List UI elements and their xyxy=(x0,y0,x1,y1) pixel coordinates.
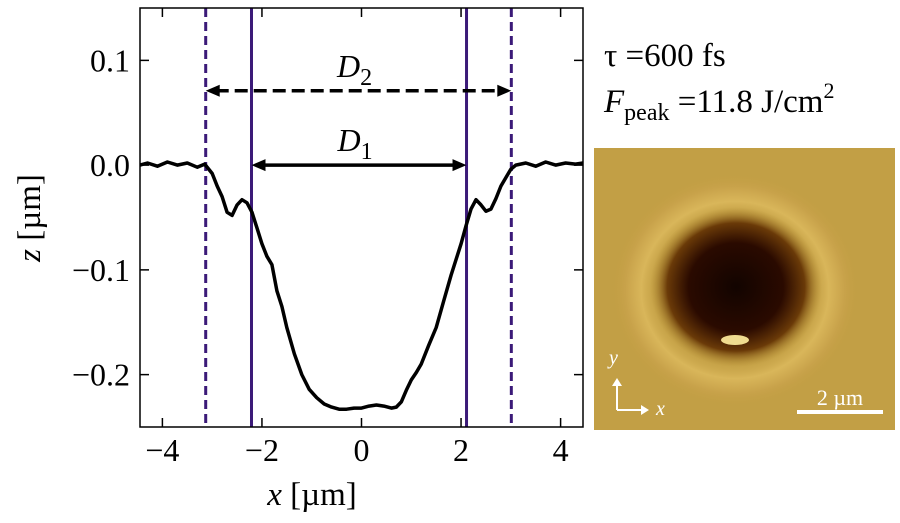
fluence-text: =11.8 J/cm xyxy=(669,84,823,120)
arrow-head xyxy=(453,159,467,171)
dimension-label: D1 xyxy=(336,122,372,165)
x-label-var: x xyxy=(266,477,282,513)
figure: y x 2 µm τ =600 fs Fpeak =11.8 J/cm2 x [… xyxy=(0,0,900,518)
y-axis-label: z [µm] xyxy=(12,174,48,263)
y-tick-label: −0.2 xyxy=(72,357,130,393)
tau-label: τ =600 fs xyxy=(604,38,726,74)
fluence-sub: peak xyxy=(624,100,669,126)
dimension-label: D2 xyxy=(336,48,372,91)
arrow-head xyxy=(206,85,220,97)
x-tick-label: 4 xyxy=(553,432,569,468)
y-label-var: z xyxy=(12,249,48,263)
x-tick-label: 2 xyxy=(453,432,469,468)
image-x-label: x xyxy=(655,398,665,420)
x-axis-label: x [µm] xyxy=(266,477,357,513)
y-label-unit: [µm] xyxy=(12,174,48,241)
y-tick-label: −0.1 xyxy=(72,252,130,288)
dimension-sub: 2 xyxy=(360,65,372,91)
dimension-sub: 1 xyxy=(361,139,373,165)
arrow-head xyxy=(497,85,511,97)
x-label-unit: [µm] xyxy=(290,477,357,513)
afm-image: y x 2 µm xyxy=(594,148,895,430)
x-tick-label: −4 xyxy=(145,432,179,468)
fluence-label: Fpeak =11.8 J/cm2 xyxy=(603,78,834,126)
x-tick-label: −2 xyxy=(245,432,279,468)
image-y-label: y xyxy=(607,347,618,369)
fluence-sup: 2 xyxy=(823,78,834,103)
dimension-var: D xyxy=(336,48,360,84)
fluence-var: F xyxy=(603,84,625,120)
arrow-head xyxy=(251,159,265,171)
scale-label: 2 µm xyxy=(817,385,863,410)
dimension-var: D xyxy=(336,122,360,158)
debris xyxy=(721,335,749,345)
y-tick-label: 0.1 xyxy=(90,42,130,78)
x-tick-label: 0 xyxy=(354,432,370,468)
y-tick-label: 0.0 xyxy=(90,147,130,183)
